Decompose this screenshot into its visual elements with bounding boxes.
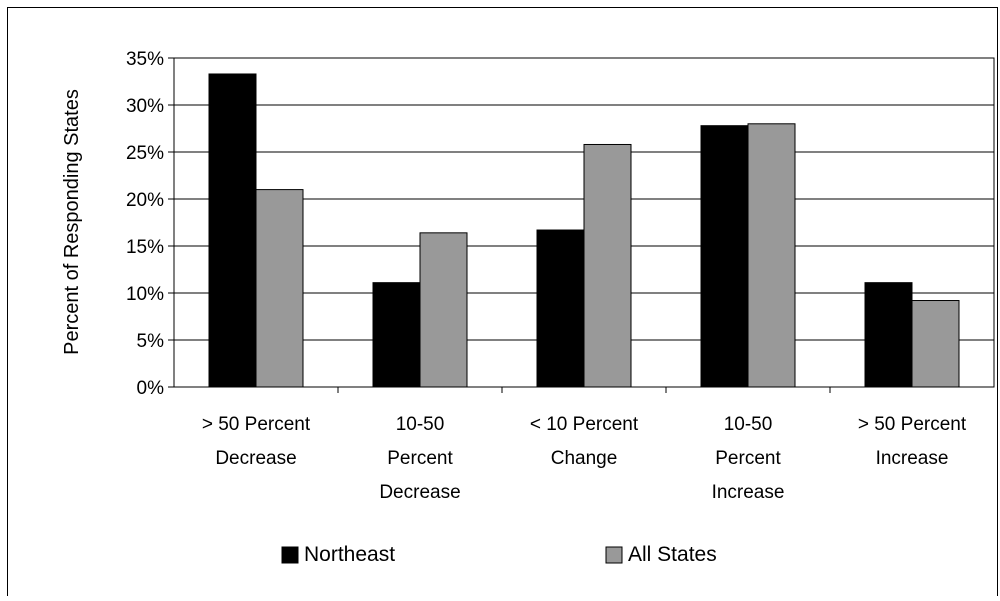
legend-label: Northeast — [304, 543, 395, 566]
x-tick-label: Percent — [387, 448, 453, 469]
bar-northeast — [700, 125, 749, 388]
bar-all-states — [747, 123, 796, 388]
bar-northeast — [372, 282, 421, 388]
y-tick-label: 5% — [137, 331, 165, 352]
x-tick-labels: > 50 Percent Decrease 10-50 Percent Decrease… — [202, 414, 967, 503]
x-tick-label: 10-50 — [396, 414, 445, 435]
x-tick-label: 10-50 — [724, 414, 773, 435]
bar-northeast — [864, 282, 913, 388]
x-tick-label: < 10 Percent — [530, 414, 639, 435]
y-tick-label: 20% — [126, 190, 164, 211]
bar-northeast — [536, 229, 585, 388]
y-tick-label: 30% — [126, 96, 164, 117]
x-tick-label: Decrease — [215, 448, 296, 469]
bar-all-states — [583, 143, 632, 388]
y-axis-title: Percent of Responding States — [61, 89, 83, 355]
x-tick-label: Percent — [715, 448, 781, 469]
y-tick-label: 25% — [126, 143, 164, 164]
bar-northeast — [208, 73, 257, 388]
axes — [168, 57, 994, 393]
y-tick-label: 15% — [126, 237, 164, 258]
legend: Northeast All States — [281, 543, 717, 566]
x-tick-label: Change — [551, 448, 618, 469]
y-tick-label: 35% — [126, 49, 164, 70]
legend-swatch — [281, 546, 299, 564]
bar-all-states — [419, 232, 468, 388]
bar-all-states — [255, 189, 304, 388]
y-tick-label: 0% — [137, 378, 165, 399]
y-tick-label: 10% — [126, 284, 164, 305]
legend-label: All States — [628, 543, 717, 566]
y-tick-labels: 0% 5% 10% 15% 20% 25% 30% 35% — [126, 49, 164, 399]
x-tick-label: > 50 Percent — [202, 414, 311, 435]
bars — [208, 73, 960, 388]
x-tick-label: Increase — [712, 482, 785, 503]
x-tick-label: Increase — [876, 448, 949, 469]
x-tick-label: Decrease — [379, 482, 460, 503]
bar-all-states — [911, 300, 960, 388]
legend-swatch — [605, 546, 623, 564]
x-tick-label: > 50 Percent — [858, 414, 967, 435]
